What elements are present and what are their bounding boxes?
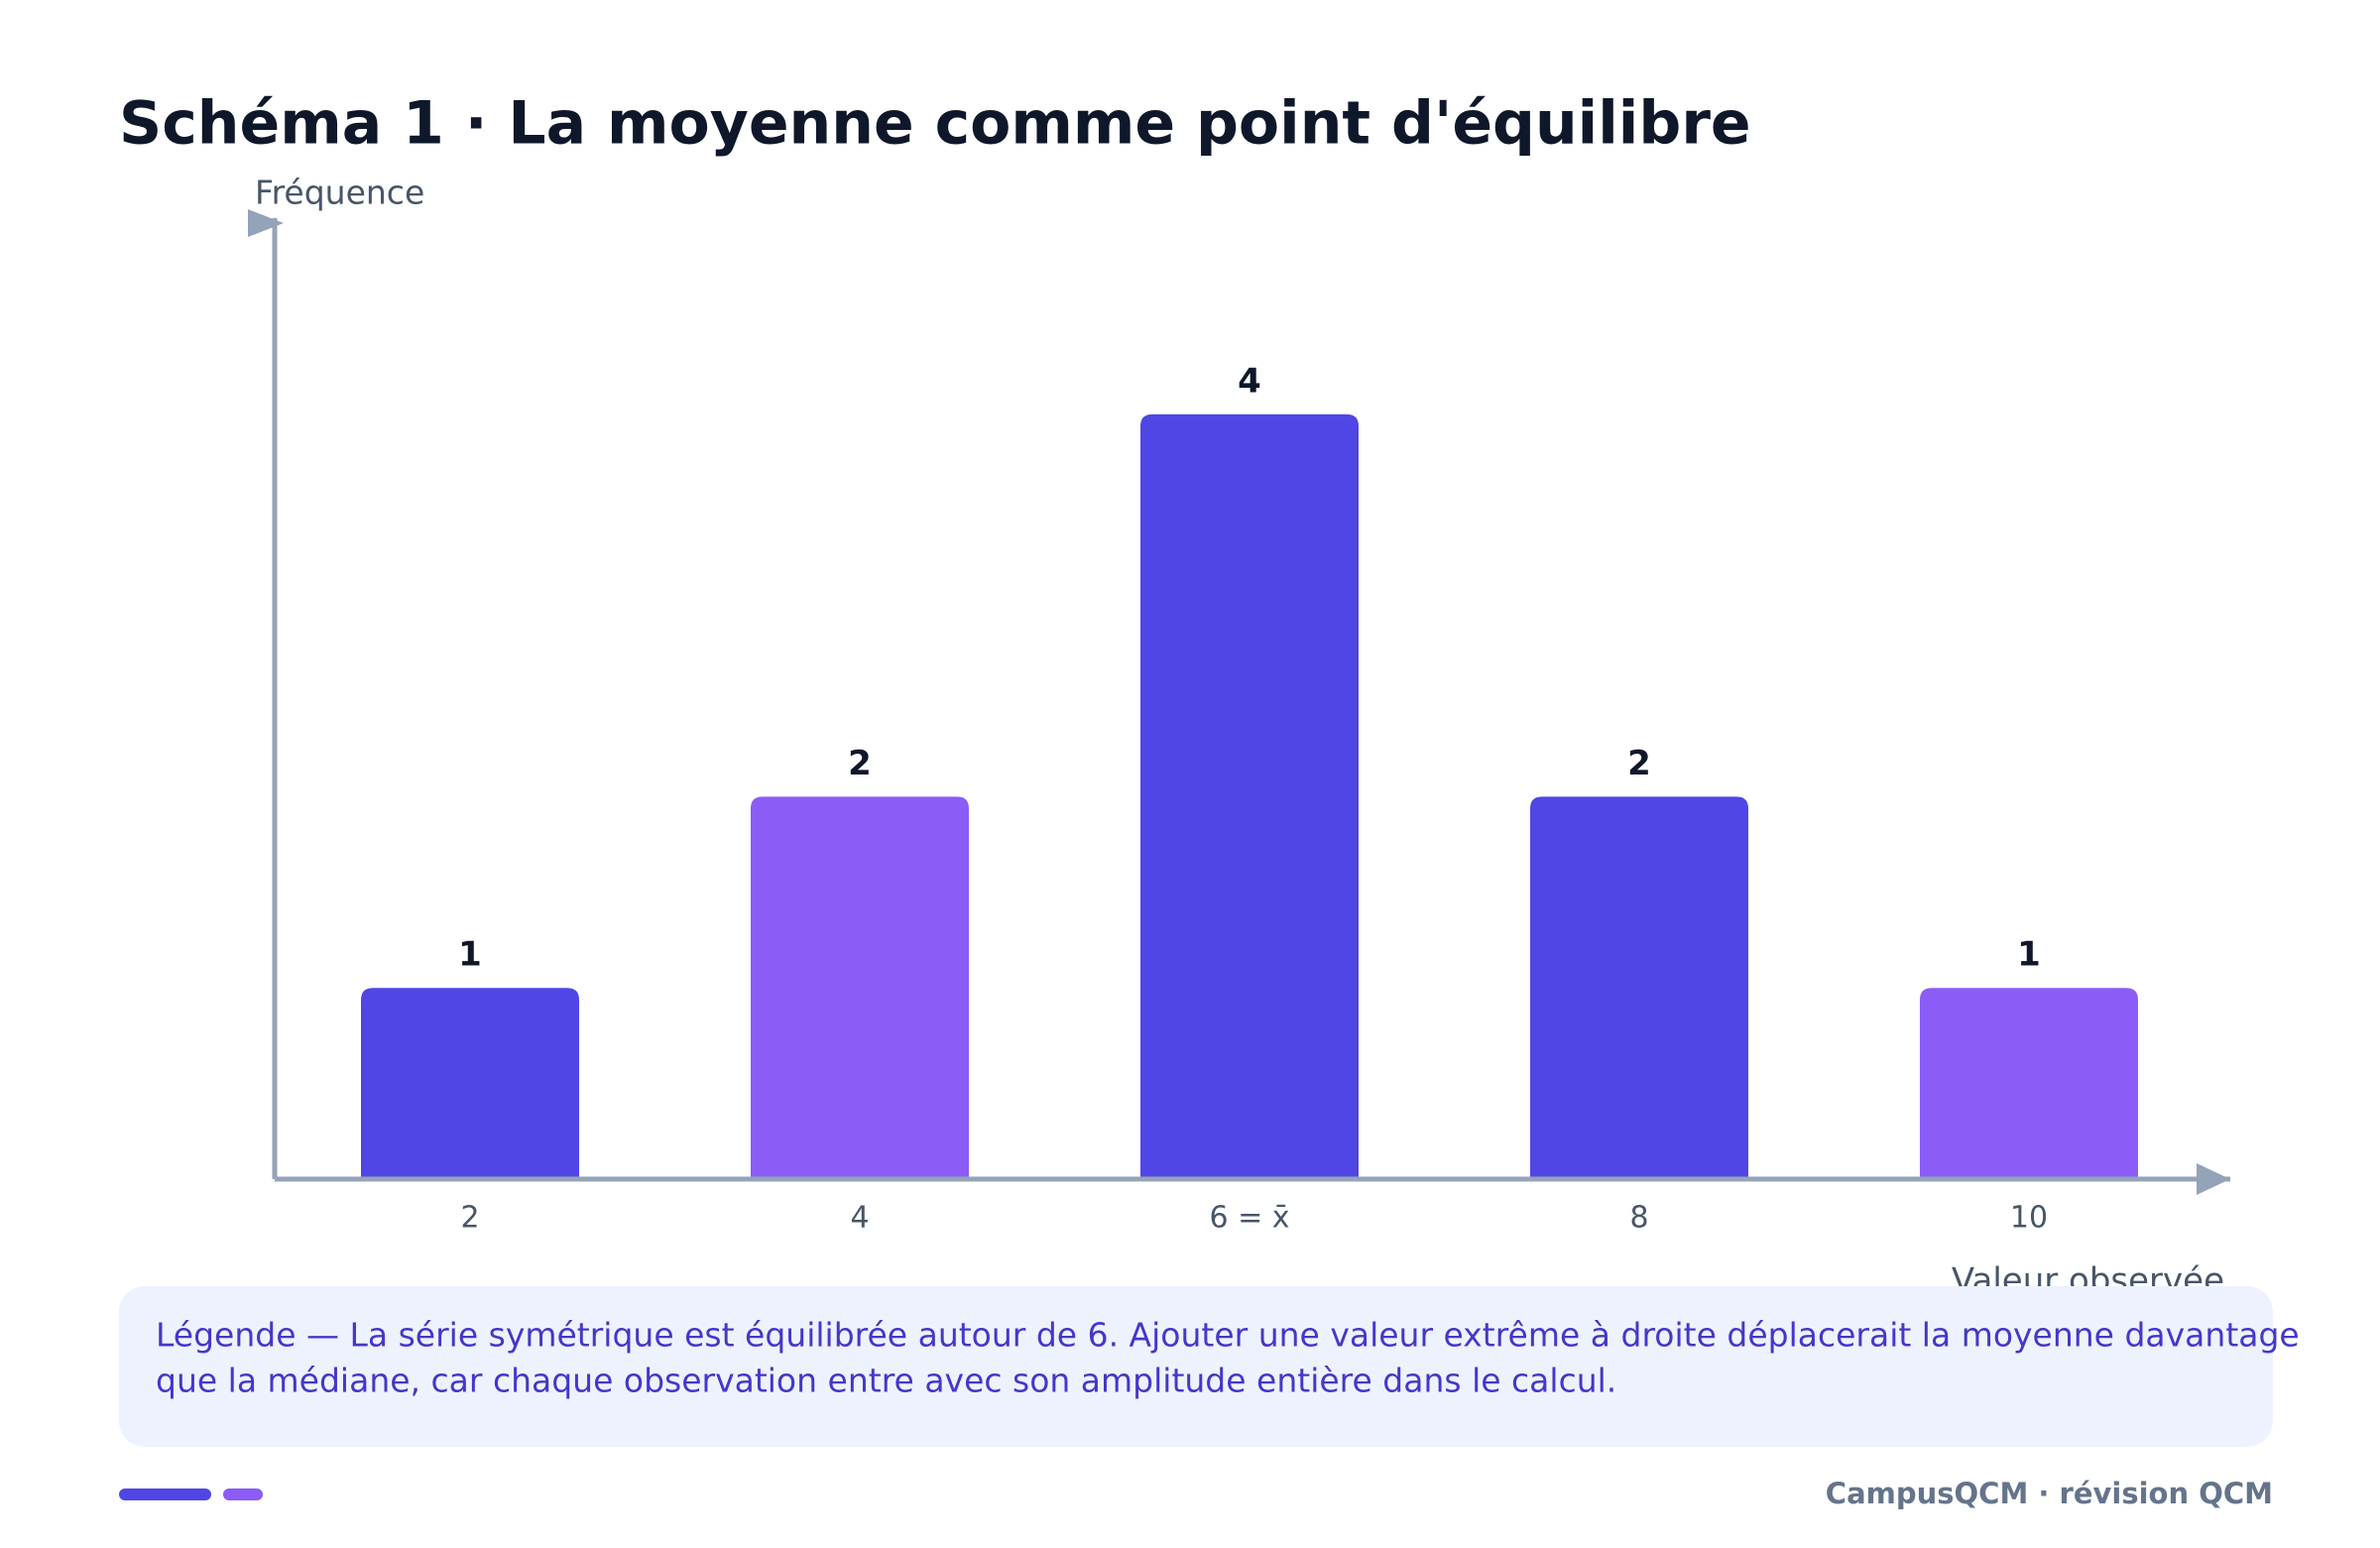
x-tick-label: 2 [460,1201,479,1236]
caption-box [119,1286,2273,1447]
value-label: 1 [458,935,482,975]
bar [1920,988,2138,1179]
value-label: 4 [1238,361,1261,401]
y-axis-arrow [248,209,284,237]
y-axis-label: Fréquence [255,174,424,212]
bar [361,988,579,1179]
x-axis-arrow [2197,1163,2230,1195]
caption-line: Légende — La série symétrique est équili… [156,1316,2300,1355]
footer-text: CampusQCM · révision QCM [1826,1477,2273,1510]
bar [751,796,969,1179]
bar [1140,414,1359,1179]
value-label: 2 [848,744,872,783]
value-label: 2 [1627,744,1651,783]
chart-title: Schéma 1 · La moyenne comme point d'équi… [119,89,1751,159]
x-tick-label: 8 [1629,1201,1648,1236]
caption-line: que la médiane, car chaque observation e… [156,1362,1616,1400]
x-tick-label: 6 = x̄ [1209,1201,1289,1236]
bar [1530,796,1748,1179]
plot: 1 2 2 4 4 6 = x̄ 2 8 1 10 [248,209,2230,1236]
x-tick-label: 10 [2010,1201,2048,1236]
footer-pill [119,1488,211,1500]
x-tick-label: 4 [850,1201,869,1236]
footer-pill [223,1488,263,1500]
value-label: 1 [2017,935,2041,975]
